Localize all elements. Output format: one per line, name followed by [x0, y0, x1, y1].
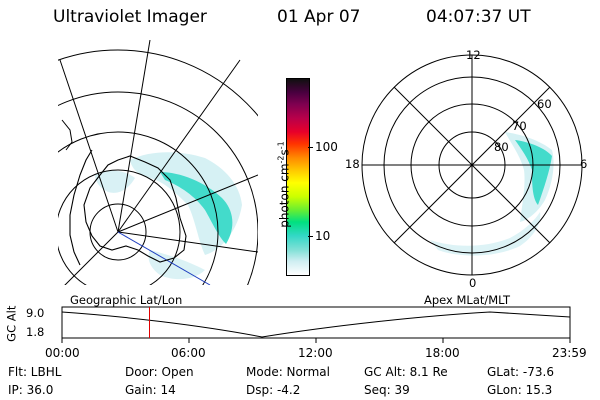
- colorbar-tick-10: [308, 236, 313, 237]
- timeline-right-title: Apex MLat/MLT: [424, 293, 511, 307]
- mlat-label-60: 60: [537, 97, 552, 111]
- timeline-left-title: Geographic Lat/Lon: [70, 293, 183, 307]
- door-status: Door: Open: [125, 365, 194, 379]
- colorbar: [286, 78, 310, 276]
- mlat-label-80: 80: [494, 140, 509, 154]
- timeline-x-tick-2359: 23:59: [552, 346, 587, 360]
- mode-status: Mode: Normal: [246, 365, 330, 379]
- colorbar-tick-label-10: 10: [315, 229, 331, 243]
- ip-status: IP: 36.0: [8, 383, 54, 397]
- timeline-x-tick-1800: 18:00: [425, 346, 460, 360]
- instrument-title: Ultraviolet Imager: [53, 7, 207, 27]
- mlt-label-18: 18: [345, 157, 360, 171]
- glat-status: GLat: -73.6: [487, 365, 554, 379]
- timeline-x-tick-0600: 06:00: [171, 346, 206, 360]
- gc-alt-status: GC Alt: 8.1 Re: [364, 365, 448, 379]
- mlt-label-0: 0: [469, 276, 477, 290]
- gain-status: Gain: 14: [125, 383, 176, 397]
- mlt-label-6: 6: [580, 157, 588, 171]
- mlat-label-70: 70: [512, 119, 527, 133]
- timeline-x-tick-0000: 00:00: [45, 346, 80, 360]
- filter-status: Flt: LBHL: [8, 365, 62, 379]
- colorbar-tick-100: [308, 147, 313, 148]
- date-label: 01 Apr 07: [277, 7, 361, 27]
- timeline-y-label: GC Alt: [4, 305, 19, 342]
- seq-status: Seq: 39: [364, 383, 410, 397]
- time-label: 04:07:37 UT: [426, 7, 531, 27]
- timeline-x-tick-1200: 12:00: [298, 346, 333, 360]
- glon-status: GLon: 15.3: [487, 383, 553, 397]
- current-time-marker: [149, 307, 151, 338]
- colorbar-unit-label: photon cm-2s-1: [276, 141, 292, 228]
- colorbar-tick-label-100: 100: [315, 140, 338, 154]
- timeline-y-tick-min: 1.8: [26, 325, 45, 339]
- mlt-label-12: 12: [466, 48, 481, 62]
- timeline-y-tick-max: 9.0: [26, 306, 45, 320]
- dsp-status: Dsp: -4.2: [246, 383, 301, 397]
